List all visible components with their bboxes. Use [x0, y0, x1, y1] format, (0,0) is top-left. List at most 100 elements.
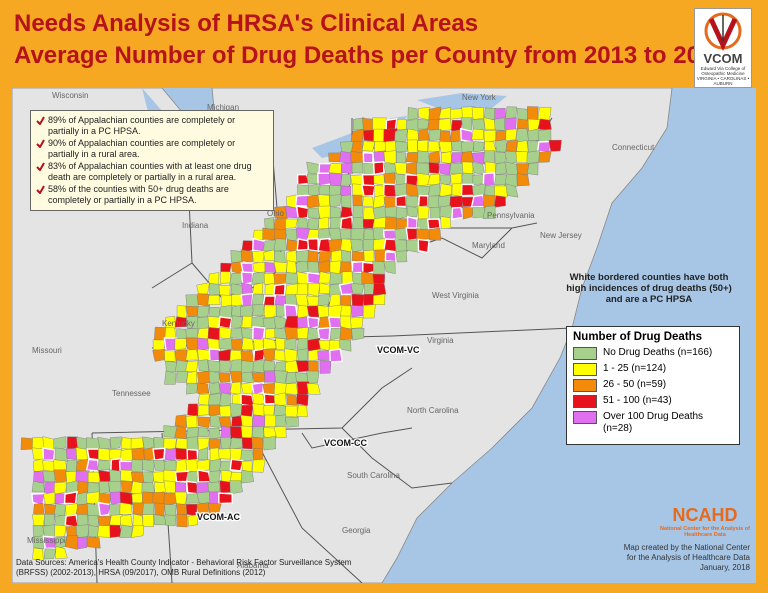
- lake-ontario: [417, 93, 507, 110]
- county: [231, 415, 243, 427]
- county: [273, 426, 287, 439]
- county: [274, 228, 287, 241]
- note-text: 58% of the counties with 50+ drug deaths…: [48, 184, 229, 205]
- county: [296, 238, 310, 251]
- county: [241, 437, 254, 450]
- county: [328, 348, 344, 363]
- county: [163, 492, 178, 506]
- county: [219, 326, 233, 340]
- legend-row: 1 - 25 (n=124): [573, 363, 733, 376]
- county: [339, 339, 352, 352]
- county: [515, 128, 530, 143]
- state-label: Virginia: [427, 336, 454, 345]
- county: [417, 205, 430, 220]
- county: [383, 150, 397, 165]
- county: [306, 316, 320, 331]
- state-label: Michigan: [207, 103, 239, 112]
- county: [176, 305, 187, 319]
- county: [197, 416, 211, 428]
- county: [394, 227, 407, 241]
- county: [185, 349, 199, 361]
- county: [517, 173, 530, 187]
- county: [252, 304, 265, 317]
- county: [319, 360, 332, 374]
- county: [538, 150, 552, 163]
- county: [372, 160, 385, 176]
- county: [86, 491, 100, 504]
- county: [273, 273, 287, 285]
- county: [152, 471, 166, 484]
- county: [174, 481, 187, 493]
- county: [351, 228, 365, 242]
- county: [339, 228, 352, 241]
- county: [262, 227, 277, 241]
- county: [196, 469, 212, 483]
- county: [251, 392, 266, 405]
- county: [207, 360, 221, 373]
- county: [339, 295, 352, 307]
- county: [120, 448, 134, 461]
- county: [142, 502, 155, 515]
- county: [229, 272, 244, 286]
- county: [252, 458, 266, 473]
- county: [130, 481, 144, 494]
- county: [53, 469, 67, 484]
- county: [350, 316, 364, 329]
- county: [64, 535, 79, 550]
- county: [284, 271, 299, 285]
- county: [340, 249, 352, 263]
- county: [196, 459, 210, 473]
- county: [240, 360, 255, 374]
- campus-label: VCOM-CC: [324, 438, 367, 448]
- county: [208, 272, 220, 285]
- county: [285, 250, 298, 263]
- county: [428, 162, 440, 174]
- county: [461, 172, 475, 186]
- county: [33, 535, 44, 550]
- county: [252, 282, 263, 295]
- county: [231, 315, 243, 328]
- county: [43, 503, 56, 516]
- county: [417, 238, 430, 254]
- county: [306, 229, 321, 240]
- county: [296, 271, 309, 285]
- county: [493, 195, 506, 208]
- check-icon: [36, 139, 45, 148]
- county: [219, 360, 231, 372]
- note-text: 90% of Appalachian counties are complete…: [48, 138, 236, 159]
- county: [307, 250, 319, 264]
- county: [174, 470, 190, 483]
- county: [196, 282, 210, 295]
- county: [394, 239, 408, 253]
- county: [284, 348, 298, 363]
- county: [351, 260, 365, 274]
- state-label: Mississippi: [27, 536, 66, 545]
- legend: Number of Drug Deaths No Drug Deaths (n=…: [566, 326, 740, 445]
- county: [87, 471, 101, 483]
- county: [461, 161, 474, 175]
- legend-row: 26 - 50 (n=59): [573, 379, 733, 392]
- county: [317, 293, 330, 306]
- county: [340, 304, 352, 318]
- county: [43, 548, 57, 560]
- county: [328, 163, 343, 175]
- county: [351, 216, 365, 231]
- county: [362, 195, 374, 207]
- county: [153, 514, 166, 526]
- county: [274, 349, 286, 362]
- county: [185, 504, 198, 517]
- county: [208, 438, 221, 450]
- county: [252, 448, 264, 461]
- data-sources: Data Sources: America's Health County In…: [16, 558, 352, 577]
- county: [218, 304, 233, 318]
- check: [36, 116, 45, 125]
- county: [405, 152, 419, 162]
- county: [451, 206, 464, 221]
- county: [449, 195, 463, 209]
- county: [75, 447, 88, 461]
- county: [350, 239, 364, 253]
- county: [340, 194, 352, 209]
- county: [406, 205, 419, 217]
- county: [229, 381, 242, 396]
- county: [351, 161, 364, 174]
